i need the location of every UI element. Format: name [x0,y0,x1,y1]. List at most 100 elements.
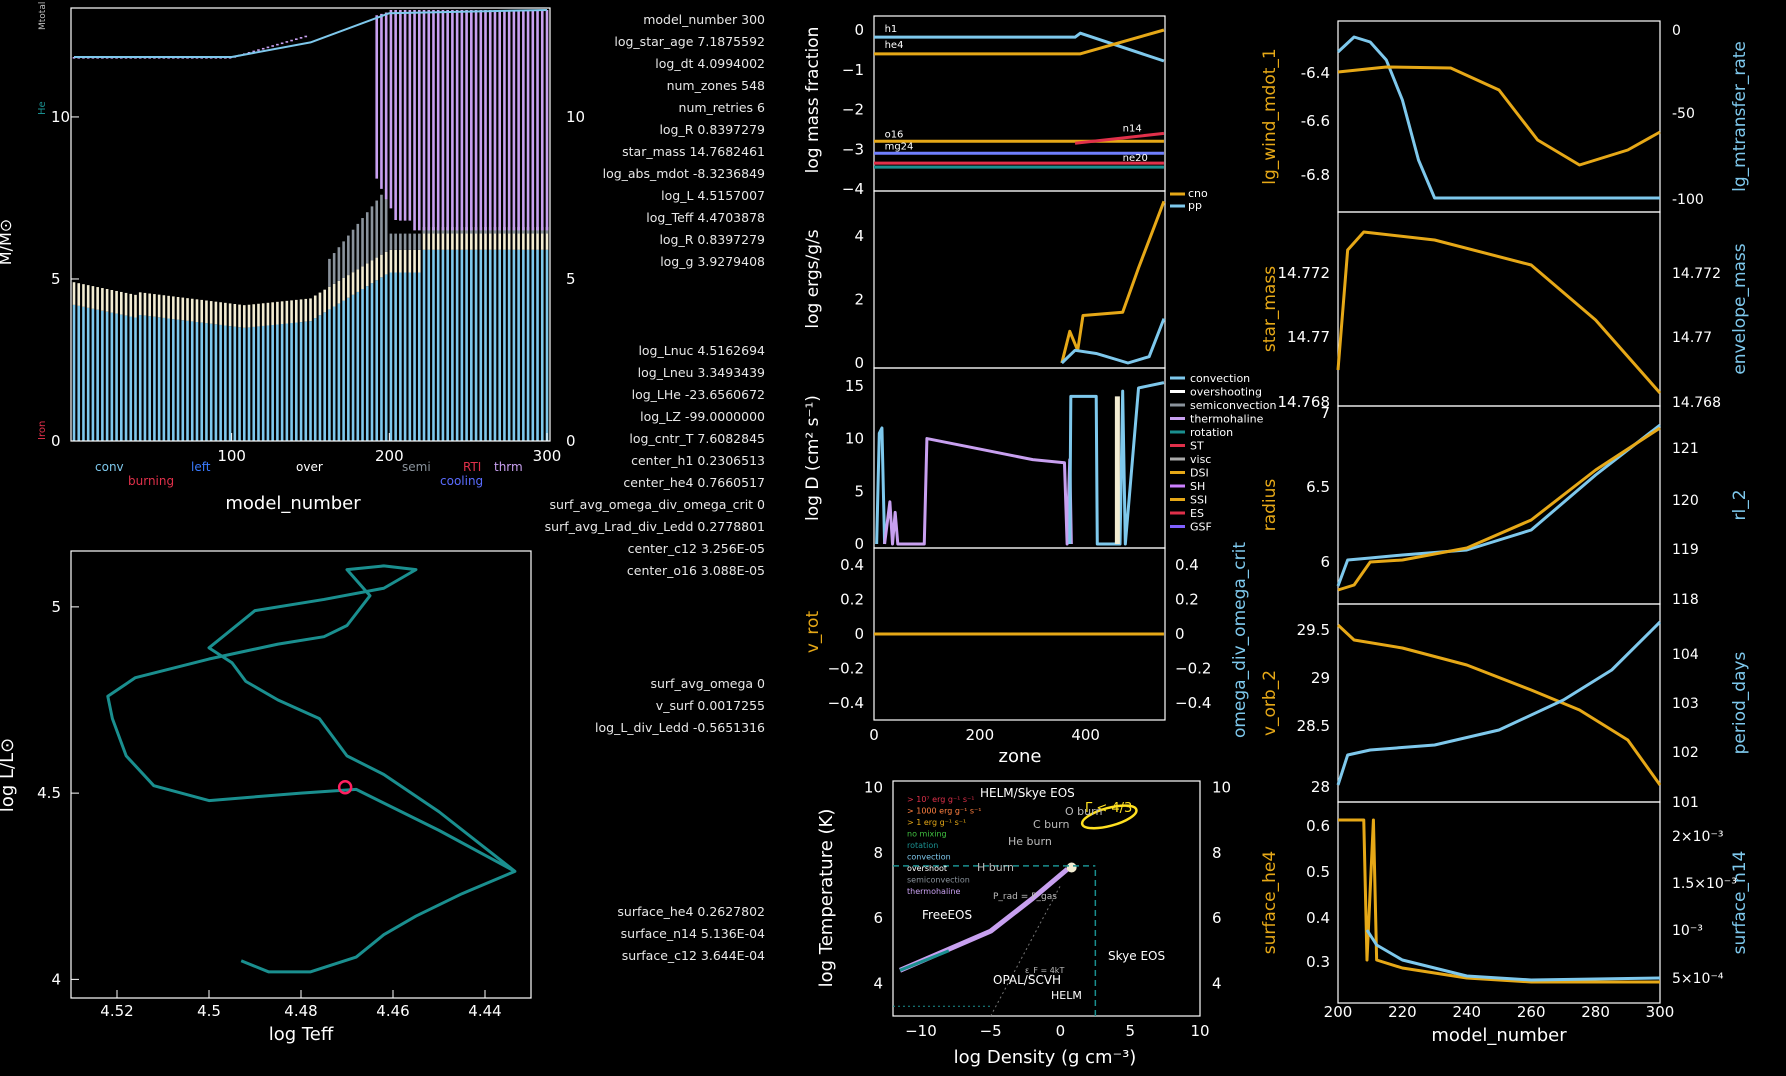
history-ytick-left: 29.5 [1297,621,1330,639]
trho-legend: convection [907,853,951,862]
trho-ylabel: log Temperature (K) [816,809,837,988]
info-row-star-mass: star_mass 14.7682461 [622,144,765,159]
info-row-log-cntr-T: log_cntr_T 7.6082845 [629,431,765,446]
info-row-center-h1: center_h1 0.2306513 [631,453,765,468]
history-ytick-right: 118 [1672,592,1699,608]
info-row-log-R: log_R 0.8397279 [659,232,765,247]
history-lg-wind-mdot [1337,65,1661,167]
rot-ytick-right: 0 [1175,625,1185,643]
abund-n14 [1074,131,1165,145]
trho-xtick: 10 [1190,1022,1209,1040]
history-ytick-right: 14.772 [1672,266,1721,282]
info-row-log-dt: log_dt 4.0994002 [655,56,765,71]
abund-ytick: −3 [842,140,864,158]
history-ylabel-lg_wind_mdot_1: lg_wind_mdot_1 [1260,48,1280,184]
info-row-surface-c12: surface_c12 3.644E-04 [621,948,765,963]
info-row-log-Lnuc: log_Lnuc 4.5162694 [638,343,765,358]
hr-xlabel: log Teff [269,1024,334,1045]
power-pp [1060,318,1166,365]
kipp-ylabel: M/M⊙ [0,219,15,265]
trho-legend: overshoot [907,864,947,873]
abund-h1 [874,31,1165,63]
kipp-ytick-right: 0 [566,432,576,450]
history-ytick-left: 6.5 [1306,478,1330,496]
history-ytick-right: 14.768 [1672,395,1721,411]
history-ytick-left: -6.8 [1301,166,1330,184]
mix-legend-ES: ES [1190,507,1204,520]
abund-ytick: −1 [842,61,864,79]
mix-ytick: 5 [854,482,864,500]
mix-convection [875,426,887,545]
mix-legend-semiconvection: semiconvection [1190,399,1276,412]
kipp-xtick: 300 [533,447,562,465]
trho-legend: > 10⁷ erg g⁻¹ s⁻¹ [907,795,975,804]
history-ytick-left: 14.772 [1278,264,1331,282]
trho-annot: HELM/Skye EOS [980,786,1075,800]
mix-ylabel: log D (cm² s⁻¹) [803,395,823,521]
hr-xtick: 4.46 [376,1002,409,1020]
trho-legend: thermohaline [907,887,960,896]
kipp-legend-left: left [191,460,211,474]
rot-ylabel-left: v_rot [803,611,823,654]
kipp-xtick: 100 [217,447,246,465]
mix-thermohaline [883,437,1073,546]
trho-annot: P_rad = P_gas [993,892,1057,902]
kipp-legend-thrm: thrm [494,460,523,474]
power-ytick: 2 [854,291,864,309]
trho-annot: Skye EOS [1108,949,1165,963]
abund-ylabel: log mass fraction [803,27,823,174]
info-row-log-g: log_g 3.9279408 [660,254,765,269]
history-xtick: 220 [1388,1003,1417,1021]
history-frame-1 [1337,211,1661,407]
kipp-legend-burning: burning [128,474,174,488]
kipp-label-iron: Iron [37,421,48,440]
info-row-log-star-age: log_star_age 7.1875592 [614,34,765,49]
kipp-mtotal-line [74,9,548,58]
history-frame-2 [1337,405,1661,605]
history-ytick-left: 0.4 [1306,909,1330,927]
info-row-model-number: model_number 300 [643,12,765,27]
history-ytick-right: -100 [1672,192,1704,208]
history-ytick-right: 14.77 [1672,330,1712,346]
history-ylabel-lg_mtransfer_rate: lg_mtransfer_rate [1730,41,1750,192]
trho-gamma-region [1080,804,1138,830]
hr-ytick: 5 [51,598,61,616]
hr-xtick: 4.44 [468,1002,501,1020]
kipp-ytick-right: 10 [566,108,585,126]
trho-annot: C burn [1033,818,1069,831]
history-ytick-right: 121 [1672,441,1699,457]
history-ylabel-rl_2: rl_2 [1730,489,1750,520]
kipp-frame [70,7,551,442]
trho-legend: > 1000 erg g⁻¹ s⁻¹ [907,807,982,816]
trho-frame [892,780,1201,1017]
info-row-surf-avg-omega: surf_avg_omega 0 [650,676,765,691]
info-row-log-L: log_L 4.5157007 [661,188,765,203]
history-xtick: 260 [1517,1003,1546,1021]
trho-legend: no mixing [907,830,947,839]
abund-ytick: −2 [842,101,864,119]
rot-ylabel-right: omega_div_omega_crit [1230,542,1250,738]
trho-ytick-right: 10 [1212,779,1231,797]
history-ylabel-envelope_mass: envelope_mass [1730,243,1750,374]
mix-legend-GSF: GSF [1190,521,1212,534]
info-row-center-he4: center_he4 0.7660517 [623,475,765,490]
history-surface-he4 [1338,818,1660,984]
mix-legend-thermohaline: thermohaline [1190,413,1264,426]
mix-legend-overshooting: overshooting [1190,386,1262,399]
info-row-log-Lneu: log_Lneu 3.3493439 [637,365,765,380]
profile-xtick: 200 [965,726,994,744]
mix-legend-ST: ST [1190,440,1204,453]
history-ytick-right: 102 [1672,745,1699,761]
trho-annot: ε_F = 4kT [1025,966,1064,975]
trho-xtick: 0 [1056,1022,1066,1040]
trho-annot: Γ < 4/3 [1085,801,1132,816]
kipp-ytick-right: 5 [566,270,576,288]
history-frame-0 [1337,20,1661,213]
history-xtick: 200 [1324,1003,1353,1021]
history-ytick-left: 0.3 [1306,953,1330,971]
history-ytick-right: 101 [1672,795,1699,811]
trho-xtick: 5 [1125,1022,1135,1040]
mix-convection-env [1068,381,1165,546]
profile-xtick: 400 [1071,726,1100,744]
trho-ytick-left: 8 [873,844,883,862]
